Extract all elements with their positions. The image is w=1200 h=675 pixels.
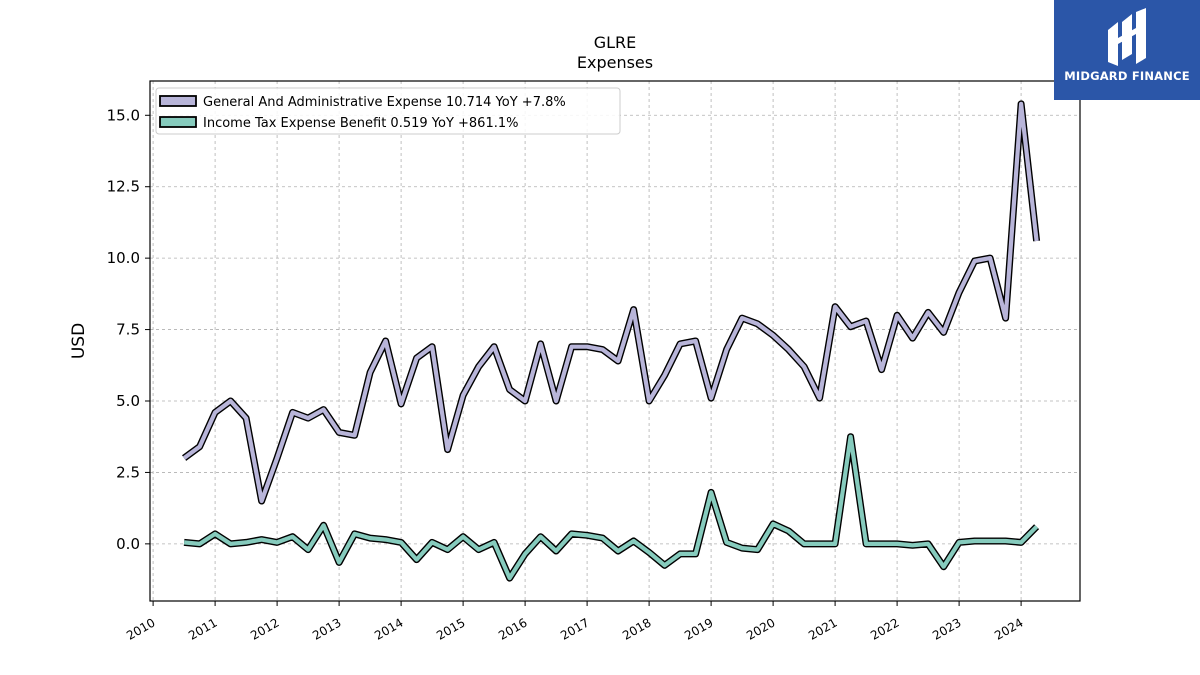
- x-tick-label: 2015: [434, 615, 467, 642]
- x-tick-label: 2020: [744, 615, 777, 642]
- x-tick-label: 2017: [558, 615, 591, 642]
- y-tick-label: 10.0: [107, 249, 140, 267]
- x-tick-label: 2024: [992, 615, 1025, 642]
- legend-swatch: [159, 116, 197, 128]
- plot-frame: [149, 80, 1081, 602]
- x-tick-label: 2023: [930, 615, 963, 642]
- series-1-outline: [183, 433, 1040, 582]
- y-tick-label: 7.5: [116, 321, 140, 339]
- series-lines: [182, 100, 1041, 582]
- x-tick-label: 2014: [372, 615, 405, 642]
- y-tick-label: 2.5: [116, 463, 140, 481]
- x-tick-label: 2019: [682, 615, 715, 642]
- y-tick-label: 0.0: [116, 535, 140, 553]
- x-tick-label: 2012: [248, 615, 281, 642]
- chart-subtitle: Expenses: [577, 53, 653, 72]
- x-axis: 2010 2011 2012 2013 2014 2015 2016 2017 2018 2019…: [124, 601, 1026, 643]
- grid: [150, 81, 1080, 601]
- logo-mark-icon: [1108, 8, 1146, 66]
- x-tick-label: 2016: [496, 615, 529, 642]
- x-tick-label: 2018: [620, 615, 653, 642]
- series-0-outline: [182, 100, 1041, 505]
- x-tick-label: 2010: [124, 615, 157, 642]
- y-tick-label: 12.5: [107, 178, 140, 196]
- legend: General And Administrative Expense 10.71…: [155, 87, 621, 135]
- legend-label: Income Tax Expense Benefit 0.519 YoY +86…: [203, 116, 518, 131]
- logo-text: MIDGARD FINANCE: [1064, 69, 1190, 83]
- x-tick-label: 2011: [186, 615, 219, 642]
- legend-swatch: [159, 95, 197, 107]
- legend-label: General And Administrative Expense 10.71…: [203, 95, 566, 110]
- chart-title: GLRE: [594, 33, 637, 52]
- x-tick-label: 2021: [806, 615, 839, 642]
- series-1-line: [183, 434, 1039, 581]
- x-tick-label: 2022: [868, 615, 901, 642]
- x-tick-label: 2013: [310, 615, 343, 642]
- y-tick-label: 5.0: [116, 392, 140, 410]
- midgard-finance-logo: MIDGARD FINANCE: [1054, 0, 1200, 100]
- y-tick-label: 15.0: [107, 106, 140, 124]
- series-0-line: [182, 101, 1039, 504]
- y-axis-label: USD: [69, 323, 89, 359]
- legend-box: [155, 87, 621, 135]
- y-axis: 0.0 2.5 5.0 7.5 10.0 12.5 15.0: [107, 106, 150, 553]
